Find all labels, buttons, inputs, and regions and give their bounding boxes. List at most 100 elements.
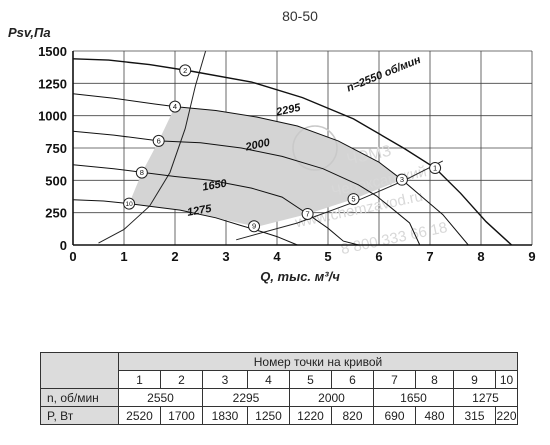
power-label: P, Вт [40, 406, 119, 425]
point-number-cell: 1 [118, 370, 161, 389]
point-number-cell: 6 [331, 370, 374, 389]
point-circle [169, 100, 181, 113]
table-corner [40, 352, 119, 389]
point-number-cell: 7 [373, 370, 416, 389]
x-tick-label: 5 [324, 249, 331, 264]
table-header-row: Номер точки на кривой [40, 352, 518, 389]
point-number-cell: 2 [160, 370, 203, 389]
watermark-logo [292, 125, 338, 171]
curve-point-marker: 9 [248, 220, 261, 233]
speed-row: n, об/мин 2550 2295 2000 1650 1275 [40, 388, 518, 407]
power-cell: 690 [373, 406, 416, 425]
point-circle [248, 220, 261, 233]
x-tick-label: 0 [69, 249, 76, 264]
y-tick-label: 500 [45, 173, 67, 188]
power-cell: 480 [415, 406, 454, 425]
speed-curve [72, 58, 513, 246]
speed-curve [72, 199, 298, 246]
y-tick-label: 1000 [38, 109, 67, 124]
point-number-cell: 3 [202, 370, 248, 389]
curve-point-marker: 2 [179, 64, 192, 77]
y-tick-label: 750 [45, 141, 67, 156]
point-label: 2 [183, 66, 187, 75]
curve-point-marker: 10 [123, 197, 136, 210]
curve-points: 1 2 3 4 5 6 7 8 9 10 [123, 64, 442, 233]
power-row: P, Вт 2520 1700 1830 1250 1220 820 690 480 315 22… [40, 406, 518, 425]
point-circle [123, 197, 136, 210]
point-circle [429, 162, 442, 175]
power-cell: 220 [495, 406, 518, 425]
point-circle [301, 207, 314, 220]
x-tick-label: 2 [171, 249, 178, 264]
point-label: 9 [252, 222, 256, 231]
point-circle [347, 193, 360, 206]
power-cell: 1700 [160, 406, 203, 425]
chart-title: 80-50 [282, 8, 318, 24]
power-table: Номер точки на кривой 1 2 3 4 5 6 7 8 9 10 n, об/… [40, 352, 518, 425]
power-cell: 1250 [247, 406, 290, 425]
y-tick-label: 1250 [38, 76, 67, 91]
speed-label: n, об/мин [40, 388, 119, 407]
x-tick-label: 8 [477, 249, 484, 264]
speed-cell: 1650 [373, 388, 454, 407]
curve-point-marker: 5 [347, 193, 360, 206]
speed-cell: 2295 [202, 388, 290, 407]
curve-label: 2295 [274, 102, 302, 119]
x-tick-label: 7 [426, 249, 433, 264]
x-tick-label: 6 [375, 249, 382, 264]
x-axis-label: Q, тыс. м³/ч [260, 269, 340, 284]
table-header: Номер точки на кривой [118, 352, 518, 371]
curve-point-marker: 6 [152, 134, 165, 147]
point-label: 10 [125, 201, 133, 208]
speed-curve [72, 93, 469, 246]
x-tick-label: 9 [528, 249, 535, 264]
point-number-cell: 10 [495, 370, 518, 389]
curve-label: 2000 [244, 137, 272, 154]
curve-label: 1650 [201, 177, 228, 193]
speed-curve [72, 164, 359, 246]
power-cell: 2520 [118, 406, 161, 425]
axes: 0 1 2 3 4 5 6 7 8 9 0 250 500 750 1000 1250 1500 [38, 44, 536, 264]
point-label: 3 [400, 175, 404, 184]
curve-point-marker: 3 [395, 173, 408, 186]
curve-point-marker: 8 [135, 166, 148, 179]
speed-cell: 2000 [289, 388, 374, 407]
speed-cell: 2550 [118, 388, 203, 407]
point-label: 6 [157, 136, 161, 145]
operating-region [129, 106, 402, 227]
y-axis-label: Psv,Па [8, 25, 51, 40]
point-label: 7 [306, 209, 310, 218]
speed-curve [72, 130, 421, 246]
speed-cell: 1275 [453, 388, 518, 407]
point-number-row: 1 2 3 4 5 6 7 8 9 10 [41, 370, 518, 389]
curve-label: 1275 [186, 203, 213, 219]
operating-region-fill [129, 106, 402, 227]
point-number-cell: 9 [453, 370, 496, 389]
curve-point-marker: 7 [301, 207, 314, 220]
point-circle [179, 64, 192, 77]
power-cell: 315 [453, 406, 496, 425]
point-label: 5 [351, 195, 355, 204]
point-label: 1 [433, 164, 437, 173]
curve-point-marker: 1 [429, 162, 442, 175]
point-circle [135, 166, 148, 179]
system-curve [98, 50, 207, 244]
point-number-cell: 5 [289, 370, 332, 389]
y-tick-label: 0 [60, 238, 67, 253]
y-tick-label: 250 [45, 206, 67, 221]
x-tick-label: 3 [222, 249, 229, 264]
y-tick-label: 1500 [38, 44, 67, 59]
curve-point-marker: 4 [169, 100, 181, 113]
point-label: 4 [173, 102, 177, 111]
point-circle [152, 134, 165, 147]
x-tick-label: 1 [120, 249, 127, 264]
power-cell: 1830 [202, 406, 248, 425]
point-label: 8 [140, 168, 144, 177]
power-cell: 1220 [289, 406, 332, 425]
curve-label: n=2550 об/мин [345, 54, 423, 95]
point-circle [395, 173, 408, 186]
fan-performance-chart: 80-50 Psv,Па Q, тыс. м³/ч ЧЭМЗЧебоксарск… [8, 8, 536, 284]
point-number-cell: 4 [247, 370, 290, 389]
power-cell: 820 [331, 406, 374, 425]
point-number-cell: 8 [415, 370, 454, 389]
